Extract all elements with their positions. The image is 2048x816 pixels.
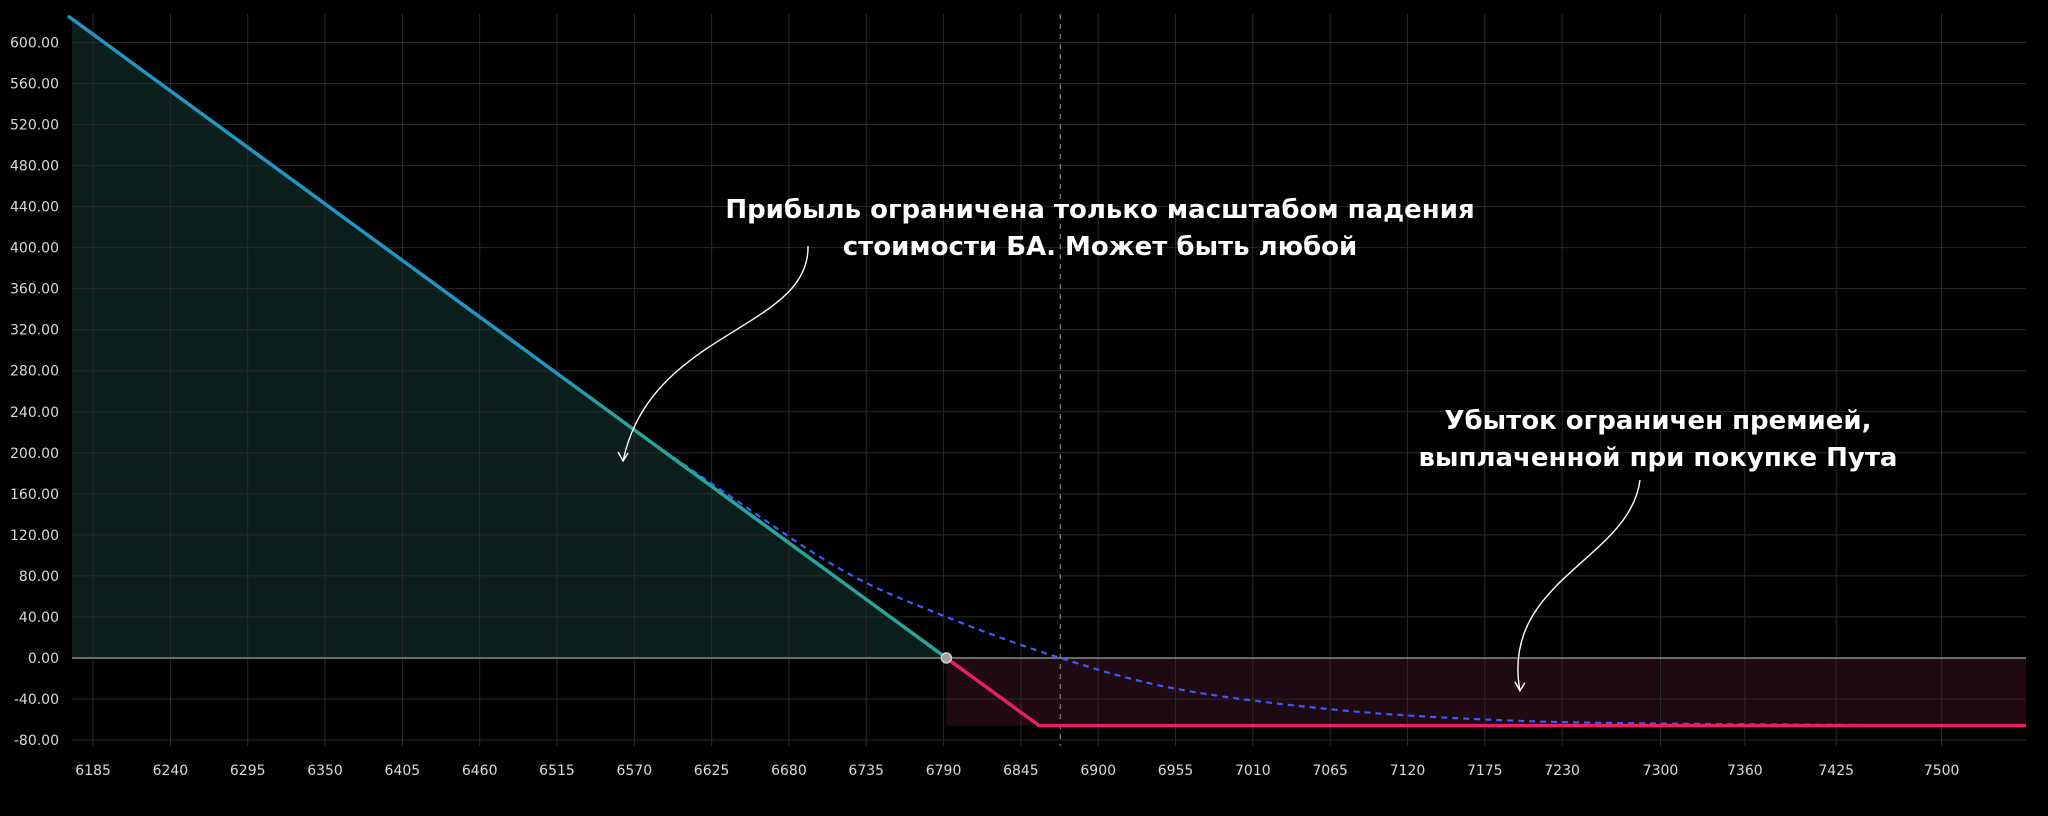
- x-tick-label: 7120: [1390, 763, 1426, 779]
- y-tick-label: 240.00: [10, 405, 59, 421]
- y-tick-label: 560.00: [10, 77, 59, 93]
- annotation-loss: Убыток ограничен премией, выплаченной пр…: [1358, 403, 1958, 477]
- y-tick-label: 360.00: [10, 282, 59, 298]
- y-axis-ticks: 600.00 560.00 520.00 480.00 440.00 400.00 360.…: [10, 36, 59, 749]
- x-tick-label: 6295: [230, 763, 266, 779]
- y-tick-label: 280.00: [10, 364, 59, 380]
- series-loss-line: [945, 656, 2026, 728]
- x-tick-label: 7065: [1312, 763, 1348, 779]
- x-tick-label: 6735: [848, 763, 884, 779]
- y-tick-label: -40.00: [14, 692, 59, 708]
- x-tick-label: 7230: [1544, 763, 1580, 779]
- x-tick-label: 6240: [153, 763, 189, 779]
- x-tick-label: 6185: [75, 763, 111, 779]
- x-tick-label: 6515: [539, 763, 575, 779]
- annotation-profit: Прибыль ограничена только масштабом паде…: [600, 192, 1600, 266]
- annotation-loss-line-1: Убыток ограничен премией,: [1444, 406, 1872, 436]
- series-dashed-line: [68, 15, 2027, 727]
- x-tick-label: 7175: [1467, 763, 1503, 779]
- annotation-profit-arrow: [622, 245, 809, 462]
- y-tick-label: 320.00: [10, 323, 59, 339]
- y-tick-label: 120.00: [10, 528, 59, 544]
- x-tick-label: 6680: [771, 763, 807, 779]
- y-tick-label: 520.00: [10, 118, 59, 134]
- grid: [72, 14, 2026, 746]
- loss-area-fill: [946, 657, 2026, 726]
- y-tick-label: 480.00: [10, 159, 59, 175]
- y-tick-label: 0.00: [28, 651, 59, 667]
- x-tick-label: 6955: [1158, 763, 1194, 779]
- x-tick-label: 6900: [1080, 763, 1116, 779]
- y-tick-label: -80.00: [14, 733, 59, 749]
- series-lines: [67, 15, 2027, 728]
- series-profit-line: [67, 15, 949, 660]
- x-tick-label: 7425: [1818, 763, 1854, 779]
- breakeven-marker: [940, 652, 953, 664]
- x-tick-label: 7010: [1235, 763, 1271, 779]
- y-tick-label: 440.00: [10, 200, 59, 216]
- y-tick-label: 400.00: [10, 241, 59, 257]
- x-tick-label: 7300: [1643, 763, 1679, 779]
- x-tick-label: 6405: [385, 763, 421, 779]
- x-tick-label: 7500: [1924, 763, 1960, 779]
- x-tick-label: 6625: [694, 763, 730, 779]
- x-tick-label: 6350: [307, 763, 343, 779]
- x-tick-label: 6460: [462, 763, 498, 779]
- annotation-profit-line-2: стоимости БА. Может быть любой: [842, 232, 1358, 262]
- annotation-arrows: [617, 245, 1641, 693]
- y-tick-label: 40.00: [19, 610, 59, 626]
- y-tick-label: 160.00: [10, 487, 59, 503]
- x-tick-label: 7360: [1727, 763, 1763, 779]
- y-tick-label: 80.00: [19, 569, 59, 585]
- annotation-profit-line-1: Прибыль ограничена только масштабом паде…: [725, 195, 1475, 225]
- y-tick-label: 200.00: [10, 446, 59, 462]
- x-axis-ticks: 6185 6240 6295 6350 6405 6460 6515 6570 6625 6680…: [75, 763, 1959, 779]
- annotation-loss-arrow-head: [1514, 681, 1526, 693]
- annotation-loss-arrow: [1517, 479, 1641, 691]
- markers: [940, 652, 953, 664]
- x-tick-label: 6790: [926, 763, 962, 779]
- annotation-profit-arrow-head: [617, 451, 629, 463]
- y-tick-label: 600.00: [10, 36, 59, 52]
- annotation-loss-line-2: выплаченной при покупке Пута: [1418, 443, 1898, 473]
- x-tick-label: 6570: [616, 763, 652, 779]
- x-tick-label: 6845: [1003, 763, 1039, 779]
